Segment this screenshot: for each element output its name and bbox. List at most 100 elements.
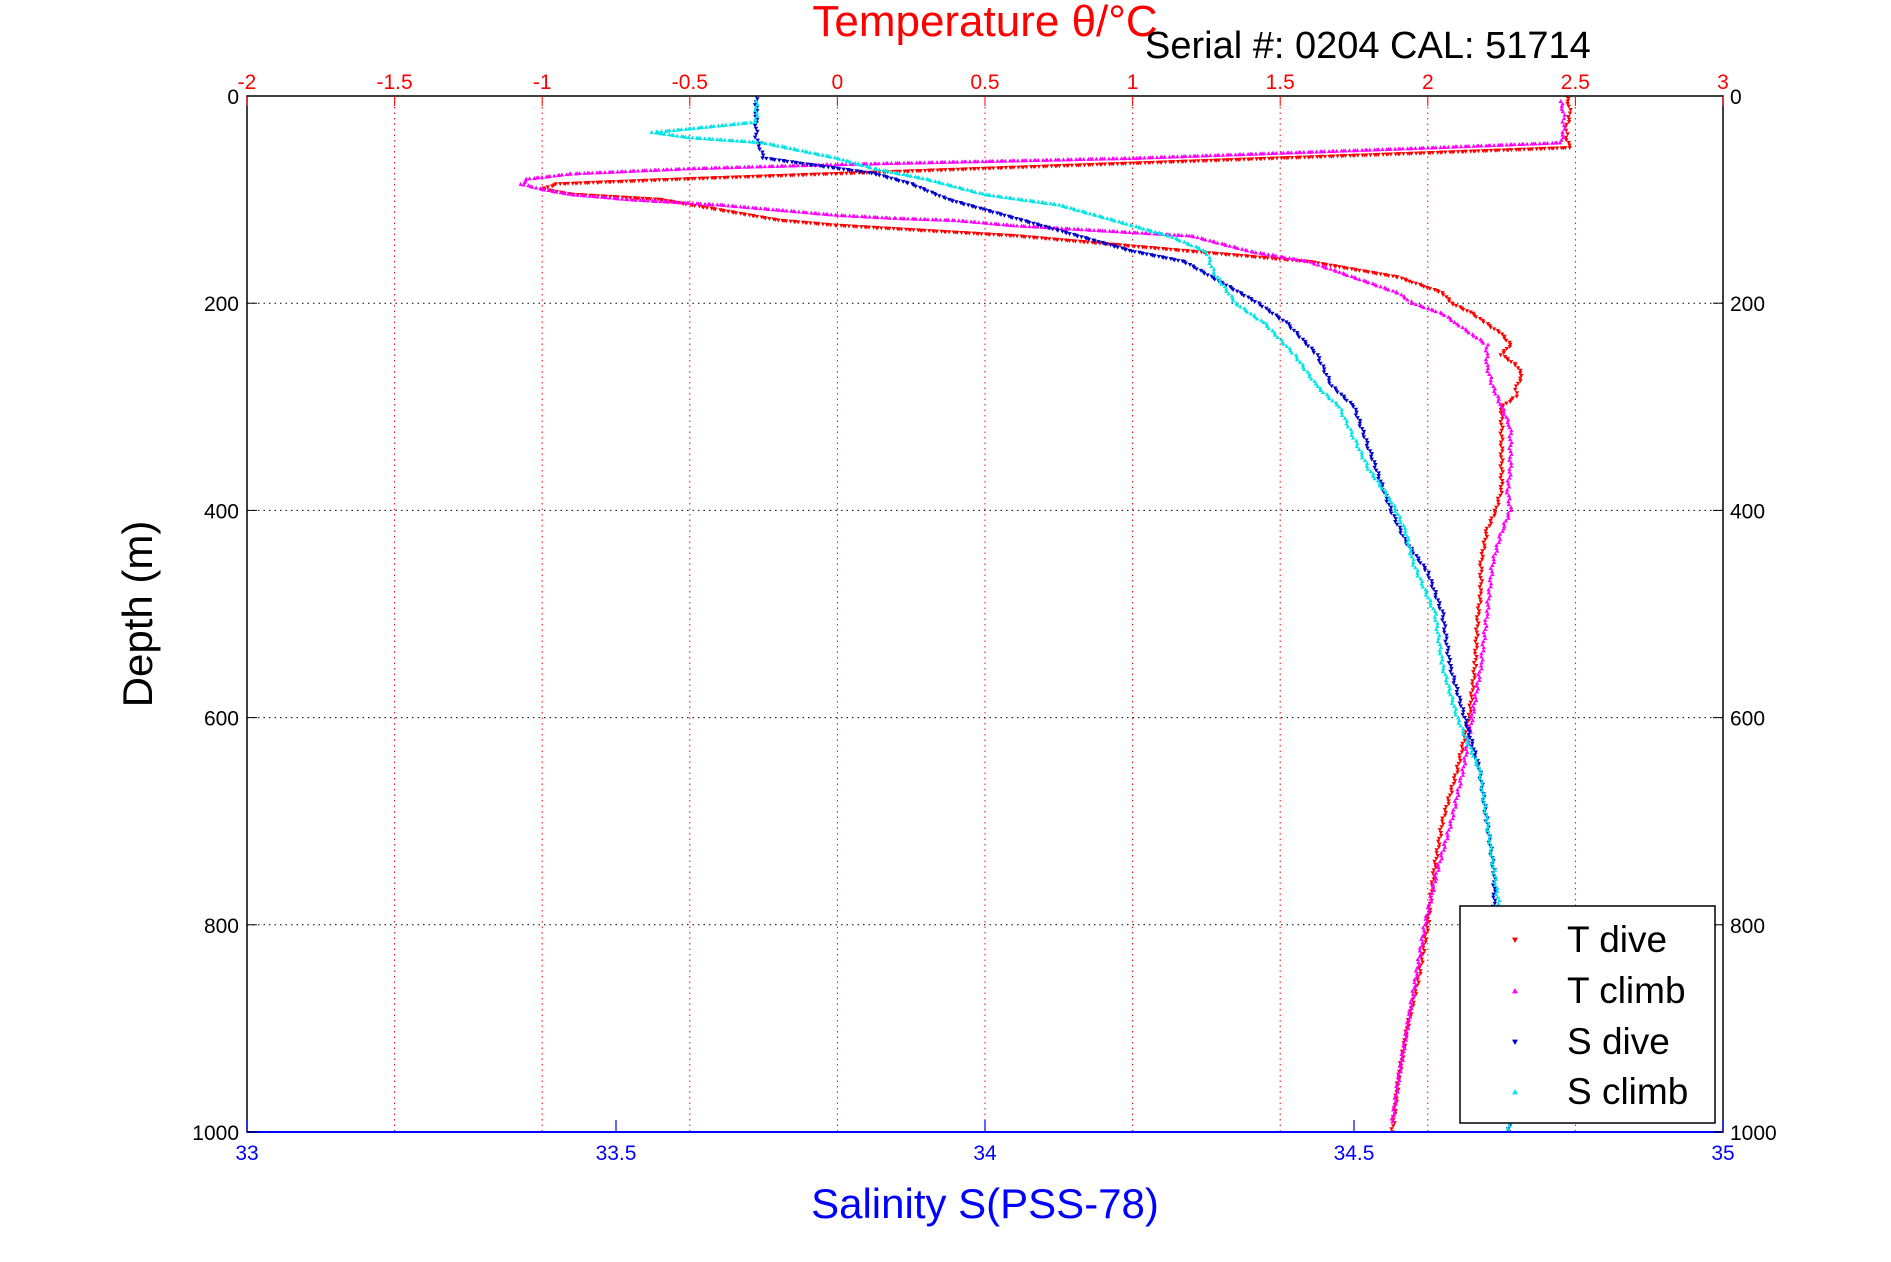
data-point [1412,977,1417,982]
data-point [1076,227,1081,232]
data-point [1067,239,1072,243]
data-point [949,183,954,188]
salinity-tick-label: 34 [973,1142,997,1165]
data-point [1150,160,1156,165]
data-point [965,187,970,192]
data-point [1419,936,1424,941]
data-point [1560,119,1565,124]
data-point [1188,159,1193,164]
data-point [1518,379,1523,384]
data-point [896,179,901,184]
data-point [550,184,555,189]
data-point [1441,847,1447,852]
data-point [1376,476,1381,481]
data-point [1425,145,1431,150]
data-point [788,146,793,150]
data-point [1311,351,1317,355]
data-point [755,101,760,106]
data-point [1488,380,1493,385]
data-point [729,165,735,170]
data-point [1436,290,1441,295]
data-point [690,135,695,140]
data-point [783,173,789,178]
data-point [1264,321,1269,326]
data-point [1506,481,1511,486]
data-point [1406,1026,1411,1031]
data-point [649,130,654,135]
data-point [1308,259,1313,264]
data-point [1481,794,1486,799]
data-point [1303,339,1308,344]
data-point [671,127,676,132]
data-point [1469,715,1474,720]
data-point [1106,156,1112,161]
data-point [1449,701,1455,705]
data-point [1439,833,1444,838]
data-point [987,159,992,163]
data-point [670,199,675,204]
data-point [922,160,927,165]
data-point [1479,660,1484,665]
data-point [783,219,789,224]
data-point [1496,901,1501,906]
data-point [1093,212,1098,217]
data-point [1454,764,1459,769]
data-point [734,138,740,143]
data-point [1426,902,1432,907]
data-point [1140,251,1146,256]
data-point [1087,211,1093,216]
data-point [1086,163,1091,168]
data-point [1458,759,1463,763]
data-point [795,220,801,225]
data-point [947,168,953,172]
data-point [1001,222,1006,227]
data-point [1475,606,1481,611]
legend-label-t-dive: T dive [1567,919,1667,960]
data-point [1235,246,1240,251]
data-point [922,228,927,233]
data-point [1405,151,1411,156]
data-point [1318,149,1323,154]
data-point [1123,248,1128,253]
data-point [1457,695,1462,700]
data-point [1479,666,1484,671]
data-point [755,129,760,134]
data-point [674,200,680,205]
data-point [777,158,782,163]
data-point [1396,146,1401,151]
data-point [1423,913,1429,918]
data-point [1389,500,1394,505]
data-point [1460,747,1466,752]
data-point [955,167,961,172]
data-point [1482,543,1487,548]
data-point [1402,1031,1408,1036]
data-point [1508,508,1514,513]
data-point [1442,813,1448,818]
data-point [1430,581,1435,586]
data-point [1024,165,1029,170]
data-point [1154,155,1160,160]
data-point [1488,566,1494,571]
data-point [1479,779,1485,784]
data-point [1253,255,1258,260]
data-point [1437,648,1442,653]
data-point [833,162,838,167]
data-point [1435,150,1440,155]
data-point [1223,242,1229,247]
data-point [1014,223,1020,228]
data-point [1455,770,1460,775]
data-point [1390,1124,1396,1129]
data-point [658,199,663,204]
data-point [648,168,653,173]
data-point [1470,682,1475,687]
data-point [911,183,917,188]
data-point [1567,111,1573,116]
data-point [1194,250,1199,255]
data-point [1401,152,1406,157]
data-point [1417,145,1423,150]
data-point [603,180,609,185]
data-point [1031,221,1036,226]
data-point [1329,384,1334,389]
data-point [1440,609,1445,614]
data-point [1241,157,1247,162]
